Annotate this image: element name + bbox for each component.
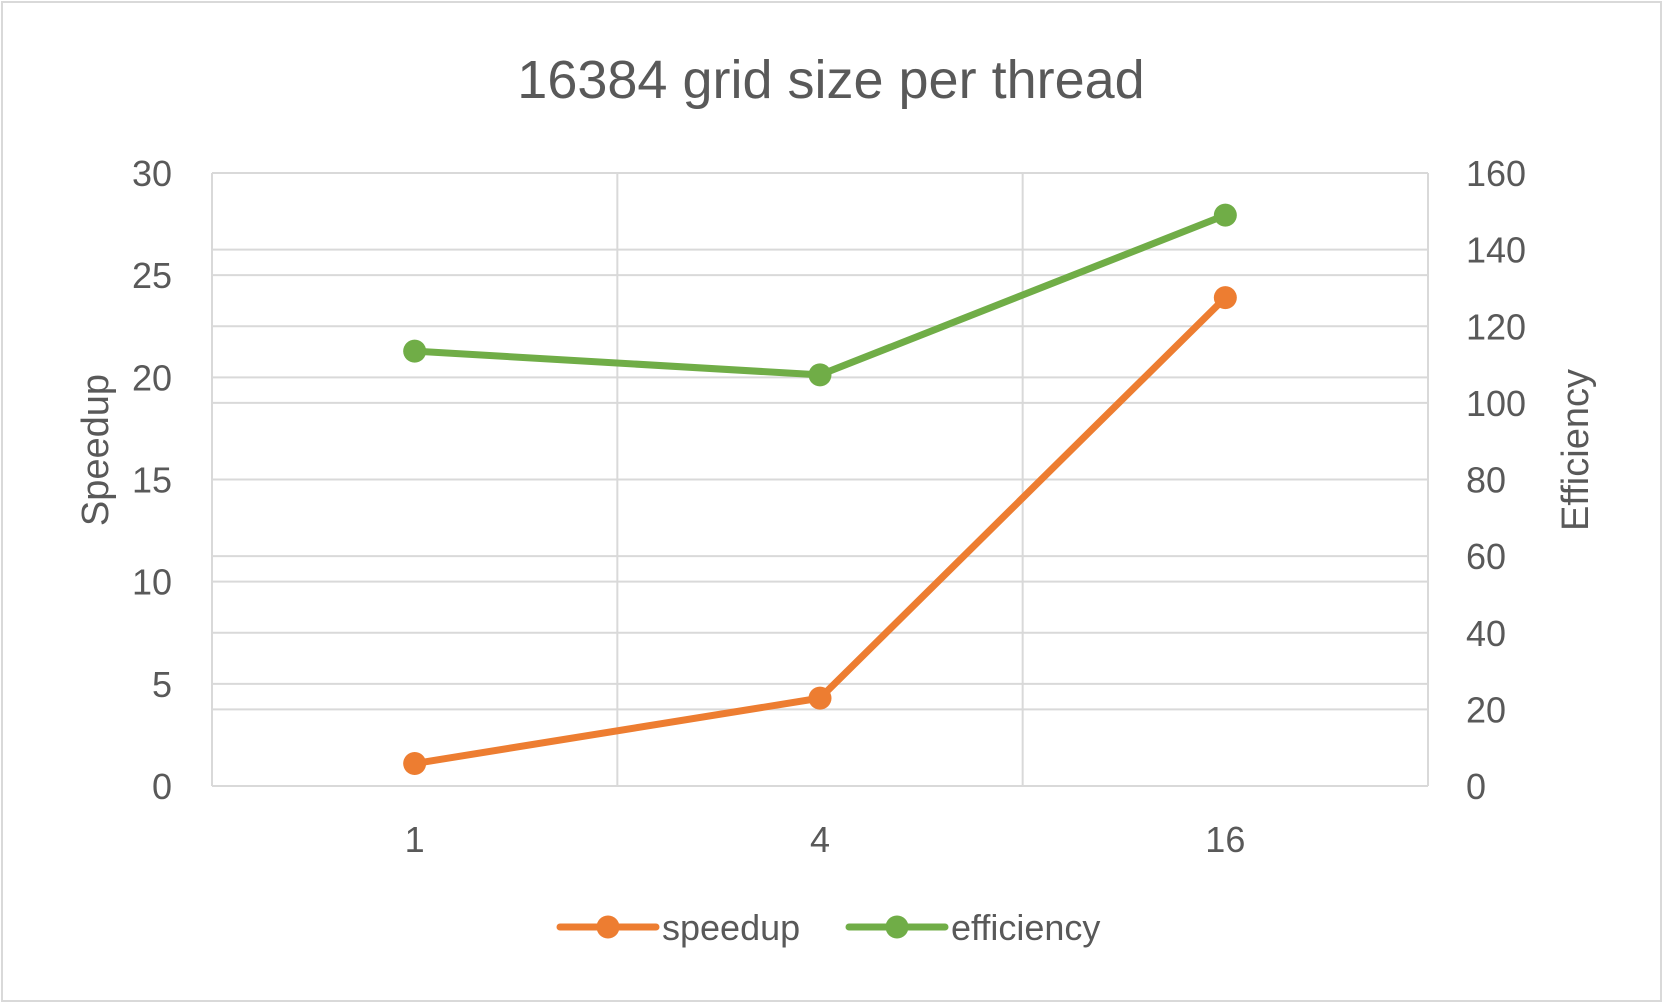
data-point-speedup: [1213, 286, 1237, 310]
y2-tick-label: 160: [1466, 153, 1526, 194]
y-tick-label: 25: [132, 255, 172, 296]
y2-tick-label: 100: [1466, 383, 1526, 424]
legend-swatch-marker: [596, 915, 620, 939]
y-tick-label: 20: [132, 357, 172, 398]
y2-tick-label: 40: [1466, 613, 1506, 654]
legend-swatch-marker: [885, 915, 909, 939]
data-point-speedup: [403, 752, 427, 776]
data-point-efficiency: [808, 363, 832, 387]
y-tick-label: 0: [152, 766, 172, 807]
legend-label: efficiency: [951, 907, 1100, 948]
data-point-efficiency: [403, 339, 427, 363]
x-tick-label: 4: [810, 819, 830, 860]
data-point-speedup: [808, 686, 832, 710]
y2-tick-label: 120: [1466, 306, 1526, 347]
data-point-efficiency: [1213, 203, 1237, 227]
legend-label: speedup: [662, 907, 800, 948]
axes: 0 5 10 15 20 25 30 0 20 40 60 80 100 120 140 160 1 4 16: [132, 153, 1526, 860]
x-tick-label: 1: [405, 819, 425, 860]
legend: speedup efficiency: [556, 907, 1100, 948]
y2-tick-label: 60: [1466, 536, 1506, 577]
y-tick-label: 15: [132, 460, 172, 501]
y2-axis-label: Efficiency: [1555, 369, 1597, 531]
y-tick-label: 5: [152, 664, 172, 705]
chart-title: 16384 grid size per thread: [517, 50, 1144, 110]
x-tick-label: 16: [1205, 819, 1245, 860]
series: [403, 203, 1237, 776]
y2-tick-label: 0: [1466, 766, 1486, 807]
y-axis-label: Speedup: [75, 374, 117, 526]
y2-tick-label: 80: [1466, 460, 1506, 501]
gridlines: [212, 172, 1429, 786]
y-tick-label: 30: [132, 153, 172, 194]
y2-tick-label: 20: [1466, 689, 1506, 730]
y2-tick-label: 140: [1466, 230, 1526, 271]
y-tick-label: 10: [132, 562, 172, 603]
